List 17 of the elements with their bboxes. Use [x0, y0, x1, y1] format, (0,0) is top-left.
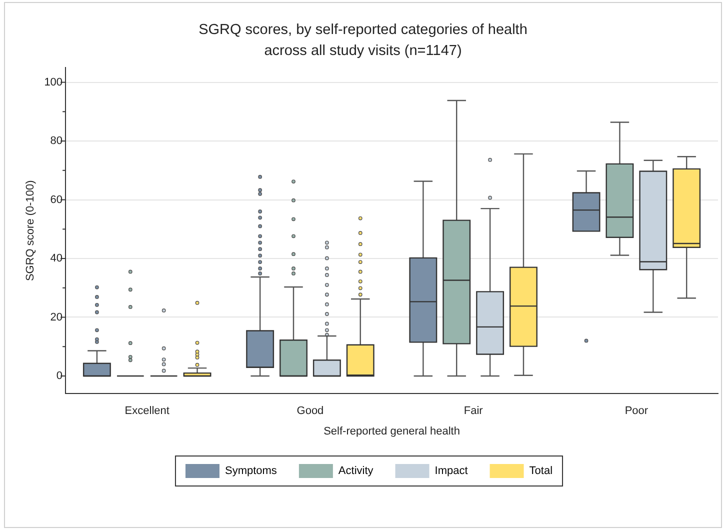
- y-tick-label: 0: [56, 370, 63, 382]
- legend-label: Symptoms: [224, 465, 278, 478]
- legend-label: Impact: [434, 465, 468, 478]
- y-axis-title: SGRQ score (0-100): [24, 180, 37, 282]
- y-tick-label: 100: [44, 76, 63, 88]
- legend-label: Total: [529, 465, 553, 478]
- y-tick-label: 80: [50, 135, 63, 148]
- x-tick-label: Poor: [624, 405, 648, 418]
- y-tick-label: 40: [50, 252, 63, 265]
- x-tick-label: Fair: [464, 405, 484, 418]
- x-tick-label: Excellent: [124, 405, 170, 418]
- y-tick-label: 20: [50, 311, 63, 324]
- chart-title: SGRQ scores, by self-reported categories of health across all study visits (n=1147): [198, 21, 528, 61]
- x-axis-title: Self-reported general health: [324, 425, 460, 438]
- legend-label: Activity: [338, 465, 374, 478]
- x-tick-label: Good: [296, 405, 324, 418]
- y-tick-label: 60: [50, 194, 63, 206]
